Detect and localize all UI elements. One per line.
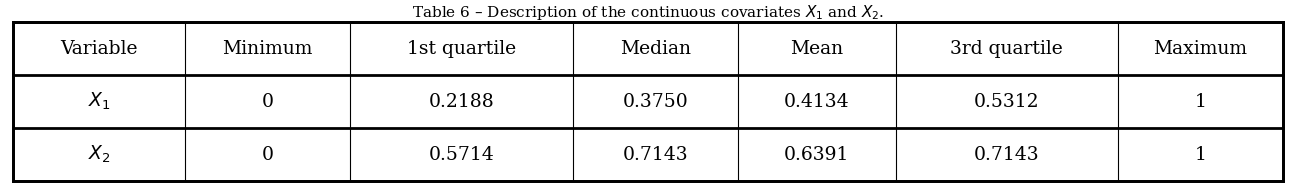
Text: Maximum: Maximum xyxy=(1153,40,1248,58)
Text: Mean: Mean xyxy=(791,40,844,58)
Text: Median: Median xyxy=(619,40,691,58)
Text: Minimum: Minimum xyxy=(223,40,312,58)
Text: 0.5714: 0.5714 xyxy=(429,146,494,164)
Text: 0.7143: 0.7143 xyxy=(975,146,1039,164)
Text: 0.5312: 0.5312 xyxy=(975,93,1039,111)
Text: 3rd quartile: 3rd quartile xyxy=(950,40,1063,58)
Text: 1st quartile: 1st quartile xyxy=(407,40,516,58)
Text: $X_2$: $X_2$ xyxy=(88,144,110,165)
Text: $X_1$: $X_1$ xyxy=(88,91,110,112)
Text: 0.2188: 0.2188 xyxy=(429,93,494,111)
Bar xyxy=(13,22,1283,181)
Text: 0.4134: 0.4134 xyxy=(784,93,849,111)
Text: 1: 1 xyxy=(1195,93,1207,111)
Text: 0: 0 xyxy=(262,146,273,164)
Text: 0.7143: 0.7143 xyxy=(622,146,688,164)
Text: 0.3750: 0.3750 xyxy=(622,93,688,111)
Text: 0.6391: 0.6391 xyxy=(784,146,849,164)
Text: Variable: Variable xyxy=(61,40,137,58)
Text: 0: 0 xyxy=(262,93,273,111)
Text: 1: 1 xyxy=(1195,146,1207,164)
Text: Table 6 – Description of the continuous covariates $X_1$ and $X_2$.: Table 6 – Description of the continuous … xyxy=(412,3,884,22)
